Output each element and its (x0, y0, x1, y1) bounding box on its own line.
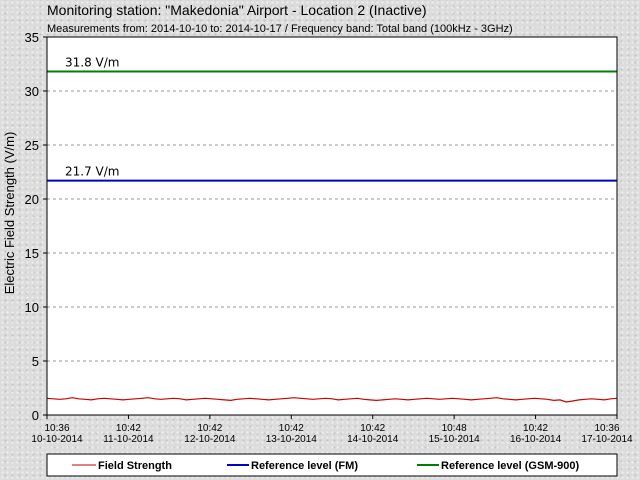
x-tick-date: 17-10-2014 (581, 434, 633, 445)
plot-area (47, 37, 617, 415)
legend[interactable]: Field Strength Reference level (FM) Refere… (72, 460, 580, 472)
reference-lines: 21.7 V/m 31.8 V/m (47, 56, 617, 182)
x-tick-date: 15-10-2014 (429, 434, 481, 445)
y-tick-label: 0 (32, 408, 39, 423)
x-tick-time: 10:42 (197, 423, 222, 434)
y-tick-label: 35 (25, 30, 39, 45)
x-tick-time: 10:42 (360, 423, 385, 434)
legend-entry[interactable]: Field Strength (98, 460, 172, 472)
x-tick-time: 10:36 (44, 423, 69, 434)
legend-entry[interactable]: Reference level (GSM-900) (441, 460, 580, 472)
x-tick-time: 10:48 (442, 423, 467, 434)
chart-title: Monitoring station: "Makedonia" Airport … (47, 2, 427, 18)
series-line (46, 397, 618, 403)
x-tick-time: 10:36 (594, 423, 619, 434)
x-tick-date: 12-10-2014 (184, 434, 236, 445)
reference-label: 31.8 V/m (65, 56, 119, 70)
chart-subtitle: Measurements from: 2014-10-10 to: 2014-1… (47, 23, 513, 35)
gridlines (47, 90, 617, 362)
x-tick-date: 10-10-2014 (31, 434, 83, 445)
y-tick-label: 15 (25, 246, 39, 261)
plot-frame (46, 36, 618, 416)
y-tick-label: 10 (25, 300, 39, 315)
series-lines (46, 397, 618, 403)
legend-entry[interactable]: Reference level (FM) (251, 460, 358, 472)
y-tick-label: 20 (25, 192, 39, 207)
x-tick-date: 16-10-2014 (510, 434, 562, 445)
y-tick-label: 30 (25, 84, 39, 99)
x-axis-ticks: 10:3610-10-201410:4211-10-201410:4212-10… (31, 415, 633, 445)
y-axis-ticks: 0 5 10 15 20 25 30 35 (25, 30, 47, 423)
x-tick-date: 14-10-2014 (347, 434, 399, 445)
y-axis-label: Electric Field Strength (V/m) (2, 132, 17, 295)
y-tick-label: 25 (25, 138, 39, 153)
x-tick-time: 10:42 (279, 423, 304, 434)
x-tick-date: 11-10-2014 (103, 434, 154, 445)
x-tick-date: 13-10-2014 (266, 434, 318, 445)
reference-label: 21.7 V/m (65, 165, 119, 179)
y-tick-label: 5 (32, 354, 39, 369)
x-tick-time: 10:42 (523, 423, 548, 434)
legend-box (46, 453, 618, 477)
x-tick-time: 10:42 (116, 423, 141, 434)
